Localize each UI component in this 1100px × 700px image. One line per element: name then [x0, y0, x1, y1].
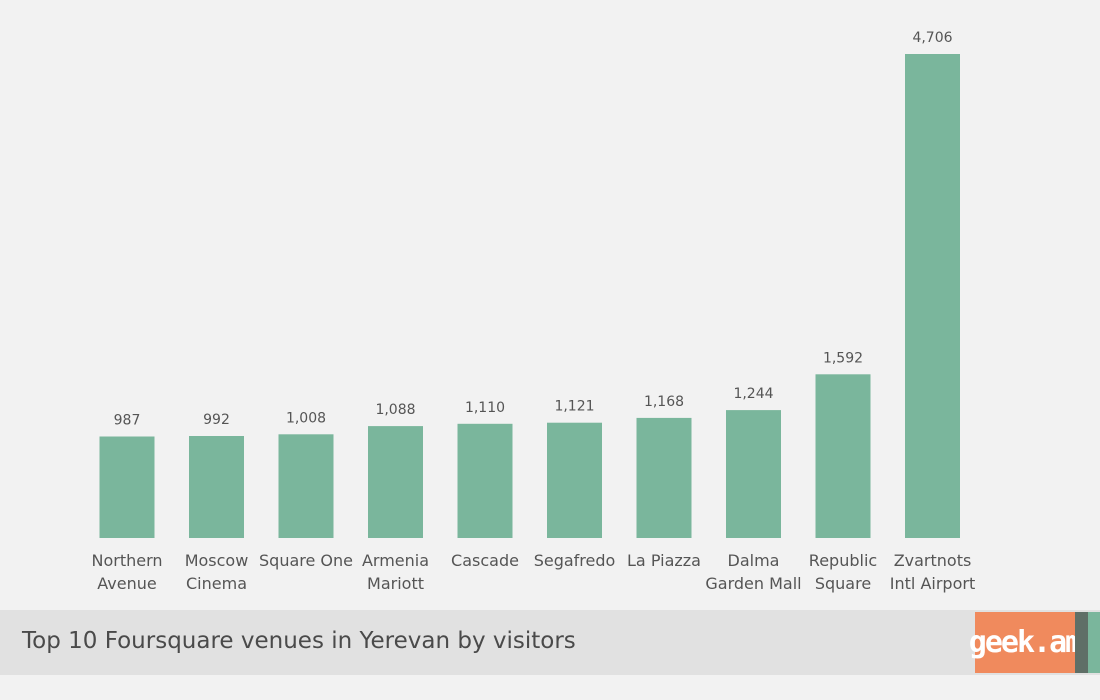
category-label-2: Square One [259, 551, 353, 570]
category-label-1: Moscow Cinema [185, 551, 249, 593]
category-label-8: Republic Square [809, 551, 877, 593]
category-label-line: Moscow [185, 551, 249, 570]
value-label-1: 992 [203, 412, 230, 428]
category-label-line: Northern [91, 551, 162, 570]
category-labels-group: Northern Avenue Moscow Cinema Square One Arme… [91, 551, 975, 593]
bar-7 [726, 410, 781, 538]
bar-1 [189, 436, 244, 538]
category-label-7: Dalma Garden Mall [705, 551, 801, 593]
value-label-0: 987 [114, 413, 141, 429]
value-label-9: 4,706 [912, 30, 952, 46]
category-label-line: Republic [809, 551, 877, 570]
bar-4 [457, 423, 513, 538]
geek-am-logo: geek.am [969, 612, 1083, 673]
bar-9 [905, 54, 960, 538]
category-label-4: Cascade [451, 551, 519, 570]
category-label-0: Northern Avenue [91, 551, 162, 593]
category-label-line: Square One [259, 551, 353, 570]
bar-5 [547, 422, 602, 538]
value-label-4: 1,110 [465, 400, 505, 416]
logo-text: geek.am [968, 625, 1083, 660]
category-label-line: Avenue [97, 574, 156, 593]
bar-2 [278, 434, 334, 538]
logo-stripe-green [1088, 612, 1100, 673]
logo-stripe-dark [1075, 612, 1088, 673]
category-label-line: Cinema [186, 574, 247, 593]
category-label-3: Armenia Mariott [362, 551, 429, 593]
bar-3 [368, 426, 423, 538]
bar-chart: 987 992 1,008 1,088 1,110 1,121 1,168 1,244 1,59… [91, 30, 975, 593]
category-label-line: Intl Airport [890, 574, 975, 593]
bars-group [99, 54, 960, 538]
value-label-8: 1,592 [823, 350, 863, 366]
value-label-3: 1,088 [375, 402, 415, 418]
bar-6 [636, 417, 692, 538]
value-label-2: 1,008 [286, 410, 326, 426]
value-label-6: 1,168 [644, 394, 684, 410]
category-label-line: Armenia [362, 551, 429, 570]
category-label-6: La Piazza [627, 551, 701, 570]
bar-8 [815, 374, 871, 538]
category-label-line: Dalma [728, 551, 780, 570]
category-label-line: Garden Mall [705, 574, 801, 593]
category-label-5: Segafredo [534, 551, 616, 570]
chart-title: Top 10 Foursquare venues in Yerevan by v… [22, 628, 576, 654]
category-label-line: Mariott [367, 574, 424, 593]
category-label-line: Cascade [451, 551, 519, 570]
footer-bar: Top 10 Foursquare venues in Yerevan by v… [0, 610, 1100, 675]
bar-0 [99, 436, 155, 538]
value-labels-group: 987 992 1,008 1,088 1,110 1,121 1,168 1,244 1,59… [114, 30, 953, 429]
category-label-line: Zvartnots [894, 551, 972, 570]
category-label-line: La Piazza [627, 551, 701, 570]
category-label-line: Square [815, 574, 871, 593]
value-label-5: 1,121 [554, 399, 594, 415]
category-label-9: Zvartnots Intl Airport [890, 551, 975, 593]
value-label-7: 1,244 [733, 386, 773, 402]
category-label-line: Segafredo [534, 551, 616, 570]
